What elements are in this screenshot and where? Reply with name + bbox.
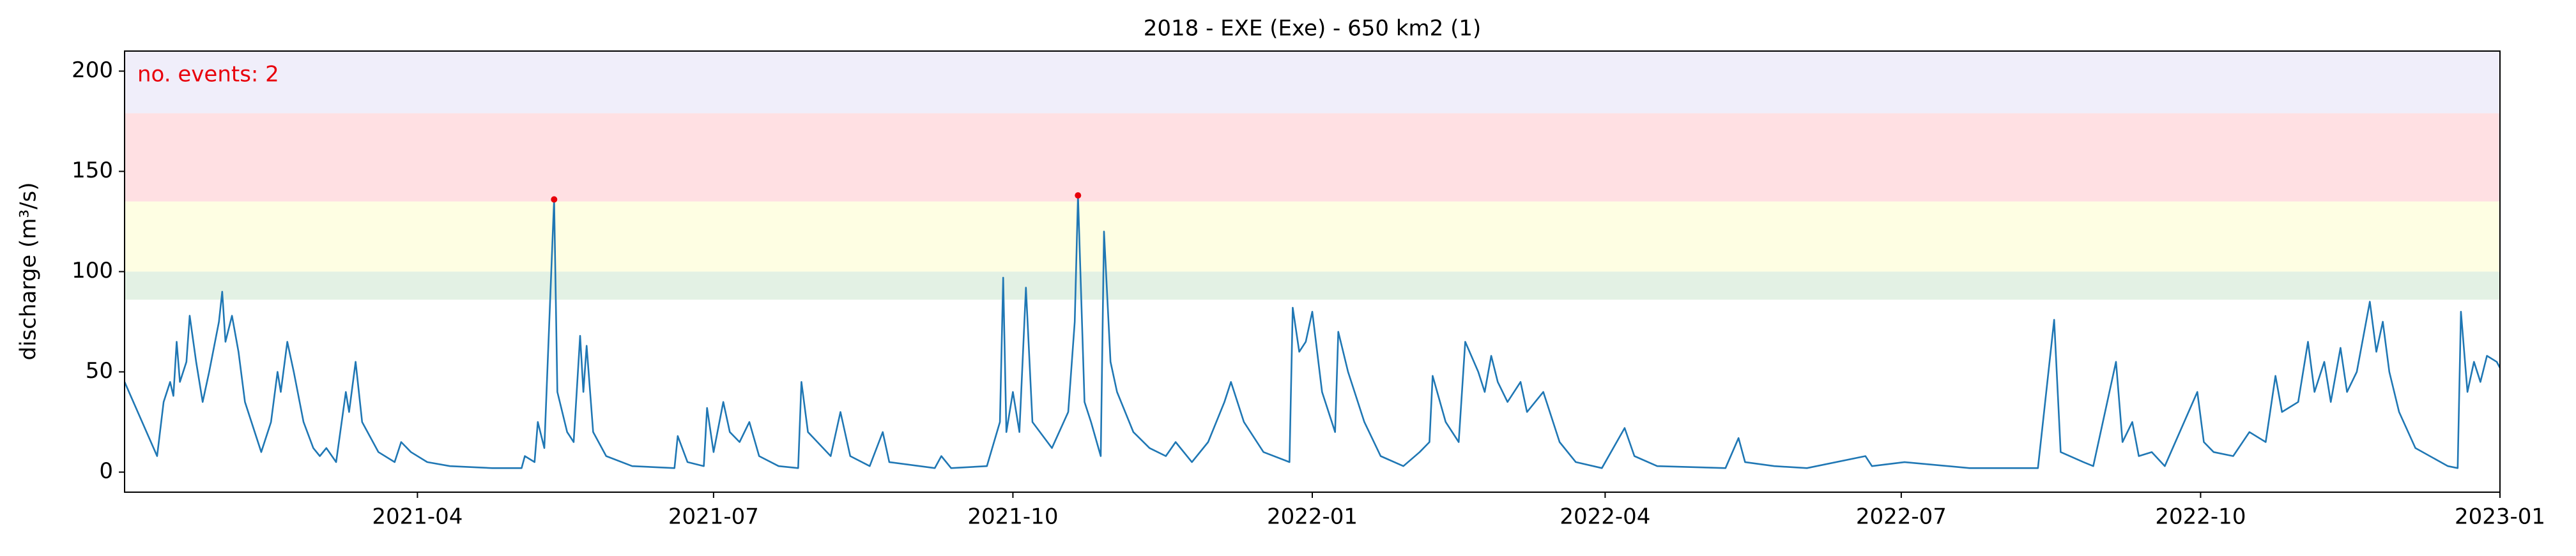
y-tick-label: 150 [72,158,113,183]
y-tick-label: 200 [72,57,113,83]
x-tick-label: 2022-04 [1560,504,1650,530]
y-tick-label: 100 [72,258,113,283]
threshold-band [125,51,2500,114]
discharge-line [123,194,2501,469]
event-point [551,196,558,203]
threshold-band [125,113,2500,202]
y-tick-label: 0 [99,458,113,484]
y-axis-label: discharge (m³/s) [16,183,42,361]
chart-title: 2018 - EXE (Exe) - 650 km2 (1) [1144,16,1481,41]
x-tick-label: 2021-07 [668,504,759,530]
x-tick-label: 2021-04 [372,504,463,530]
plot-frame [124,50,2501,493]
x-tick-label: 2021-10 [967,504,1058,530]
x-tick-label: 2023-01 [2455,504,2545,530]
annotation: no. events: 2 [137,62,279,87]
threshold-band [125,201,2500,272]
x-tick-label: 2022-10 [2155,504,2246,530]
x-tick-label: 2022-07 [1856,504,1947,530]
threshold-band [125,271,2500,300]
event-point [1075,192,1082,199]
y-tick-label: 50 [86,358,113,384]
x-tick-label: 2022-01 [1267,504,1358,530]
